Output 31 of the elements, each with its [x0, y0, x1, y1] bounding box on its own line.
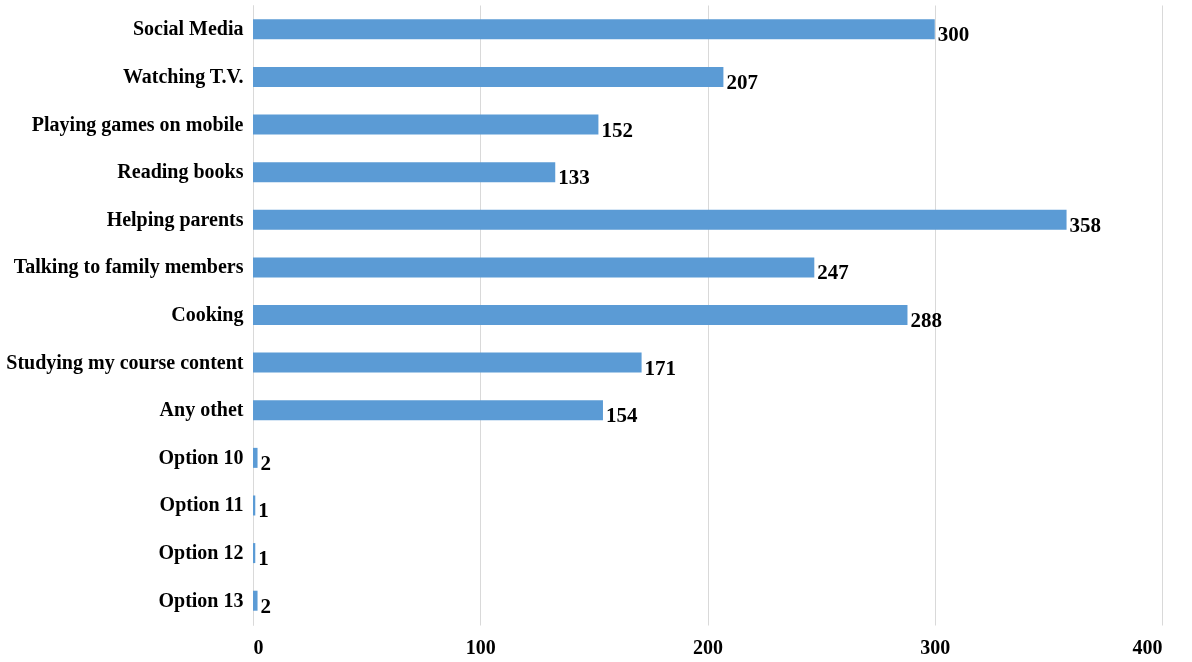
y-tick-label: Helping parents — [106, 207, 244, 231]
y-tick-label: Watching T.V. — [122, 64, 244, 88]
y-tick-label: Reading books — [117, 160, 244, 184]
data-label: 152 — [601, 117, 633, 142]
y-tick-label: Option 12 — [158, 541, 244, 565]
y-tick-label: Cooking — [171, 303, 244, 326]
y-tick-label: Social Media — [132, 17, 244, 40]
data-label: 358 — [1069, 212, 1102, 237]
data-label: 2 — [260, 593, 272, 618]
data-label: 1 — [258, 498, 269, 523]
y-tick-label: Studying my course content — [6, 350, 244, 374]
x-tick-label: 300 — [920, 635, 951, 658]
data-label: 288 — [910, 308, 942, 332]
data-label: 133 — [558, 165, 590, 190]
data-label: 207 — [726, 69, 758, 94]
data-label: 154 — [605, 403, 638, 428]
y-tick-label: Option 10 — [158, 445, 244, 469]
x-tick-label: 200 — [693, 635, 723, 658]
data-label: 300 — [937, 22, 970, 47]
x-tick-label: 400 — [1132, 635, 1163, 658]
y-tick-label: Option 11 — [159, 493, 244, 517]
y-tick-label: Any othet — [159, 398, 244, 422]
y-tick-label: Talking to family members — [13, 255, 244, 279]
y-tick-label: Playing games on mobile — [31, 112, 244, 136]
data-label: 171 — [644, 355, 677, 380]
x-tick-label: 100 — [465, 635, 496, 658]
x-tick-label: 0 — [253, 635, 264, 658]
data-label: 247 — [817, 260, 849, 285]
data-label: 2 — [260, 450, 272, 475]
y-tick-label: Option 13 — [158, 588, 244, 612]
data-label: 1 — [258, 546, 269, 571]
